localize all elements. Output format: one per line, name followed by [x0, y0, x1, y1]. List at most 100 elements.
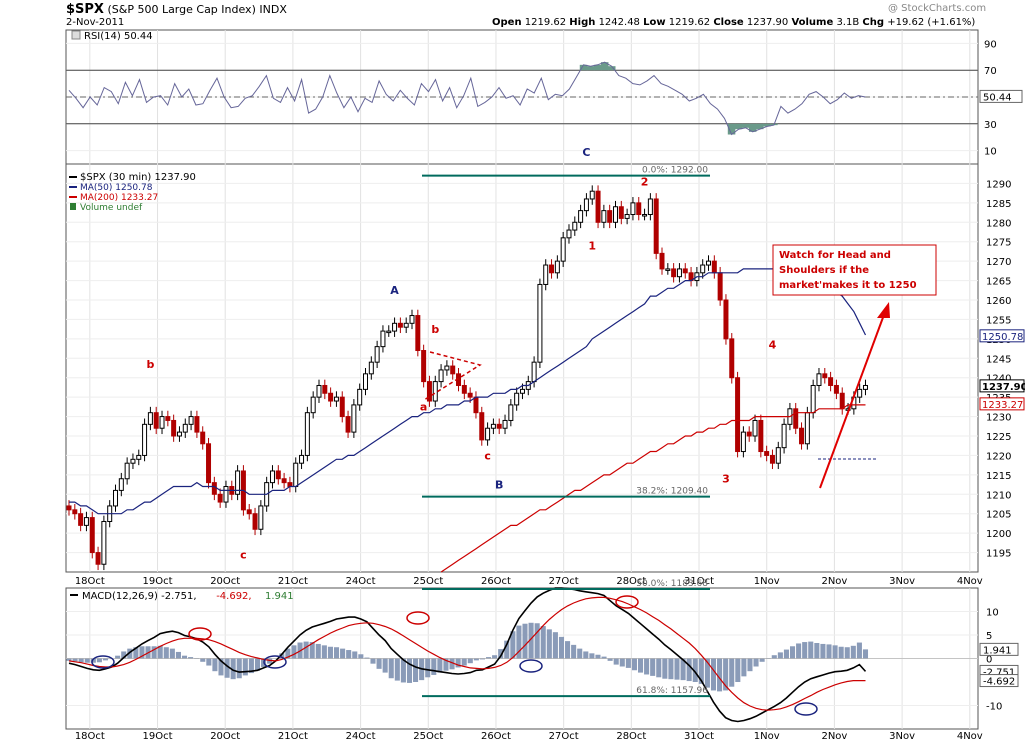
candle-body: [758, 419, 764, 453]
candle-body: [171, 419, 177, 437]
candle-body: [438, 369, 444, 383]
price-panel: [65, 163, 979, 573]
x-tick-label: 21Oct: [278, 576, 308, 587]
open-label: Open: [492, 17, 522, 28]
x-tick-label: 28Oct: [616, 576, 646, 587]
candle-body: [485, 427, 491, 441]
candle-body: [630, 202, 636, 216]
candle-body: [595, 190, 601, 223]
x-tick-label: 4Nov: [957, 576, 983, 587]
candle-body: [473, 396, 479, 414]
candle-body: [519, 388, 525, 394]
macd-value-box: [979, 674, 1019, 688]
candle-body: [368, 361, 374, 375]
symbol-title: $SPX (S&P 500 Large Cap Index) INDX: [66, 2, 287, 17]
wave-label: a: [420, 401, 427, 414]
candle-body: [706, 260, 712, 266]
candle-body: [816, 373, 822, 386]
candle-body: [839, 392, 845, 410]
candle-body: [322, 384, 328, 394]
candle-body: [752, 419, 758, 437]
candle-body: [514, 392, 520, 406]
price-tag-box: [979, 329, 1025, 343]
wave-label: A: [390, 284, 399, 297]
rsi-y-tick-label: 70: [984, 66, 997, 77]
price-y-tick-label: 1220: [986, 451, 1011, 462]
candle-body: [717, 272, 723, 301]
x-tick-label: 31Oct: [684, 576, 714, 587]
note-text: Shoulders if the: [779, 265, 869, 276]
price-y-tick-label: 1215: [986, 471, 1011, 482]
price-y-tick-label: 1265: [986, 277, 1011, 288]
macd-value-box: [979, 642, 1019, 656]
fib-level-label: 38.2%: 1209.40: [636, 487, 708, 497]
candle-body: [647, 198, 653, 216]
candle-body: [537, 283, 543, 363]
price-y-tick-label: 1240: [986, 374, 1011, 385]
price-y-tick-label: 1245: [986, 354, 1011, 365]
candle-body: [351, 404, 357, 433]
candle-body: [578, 210, 584, 223]
crossover-circle: [188, 627, 212, 641]
price-legend-entry: MA(50) 1250.78: [80, 183, 153, 193]
x-tick-label: 18Oct: [75, 731, 105, 742]
x-tick-label: 18Oct: [75, 576, 105, 587]
candle-body: [862, 384, 868, 390]
crossover-circle: [91, 655, 115, 669]
candle-body: [781, 423, 787, 449]
quote-bar: Open 1219.62 High 1242.48 Low 1219.62 Cl…: [492, 17, 975, 28]
candle-body: [211, 482, 217, 495]
price-tag-box: [979, 379, 1025, 393]
candle-body: [636, 202, 642, 216]
candle-body: [223, 486, 229, 503]
candle-body: [89, 517, 95, 554]
candle-body: [589, 190, 595, 200]
candle-body: [735, 377, 741, 453]
ma200-line: [440, 404, 866, 573]
price-y-tick-label: 1260: [986, 296, 1011, 307]
candle-body: [281, 478, 287, 484]
candle-body: [409, 315, 415, 324]
candle-body: [252, 513, 258, 530]
volume-value: 3.1B: [836, 17, 860, 28]
candle-body: [83, 517, 89, 526]
candle-body: [275, 470, 281, 480]
x-tick-label: 4Nov: [957, 731, 983, 742]
candle-body: [217, 493, 223, 503]
macd-y-tick-label: 5: [986, 631, 992, 642]
candle-body: [764, 451, 770, 456]
candle-body: [444, 365, 450, 371]
x-tick-label: 24Oct: [346, 731, 376, 742]
candle-body: [601, 210, 607, 223]
candle-body: [566, 229, 572, 239]
x-tick-label: 20Oct: [210, 731, 240, 742]
x-tick-label: 24Oct: [346, 576, 376, 587]
x-tick-label: 27Oct: [549, 576, 579, 587]
candle-body: [392, 322, 398, 332]
price-y-tick-label: 1275: [986, 238, 1011, 249]
candle-body: [432, 381, 438, 402]
x-tick-label: 19Oct: [143, 576, 173, 587]
x-tick-label: 2Nov: [821, 576, 847, 587]
candle-body: [479, 412, 485, 441]
crossover-circle: [263, 655, 287, 669]
candle-body: [828, 377, 834, 386]
candle-body: [293, 462, 299, 488]
close-label: Close: [713, 17, 744, 28]
wave-label: 2: [641, 175, 649, 188]
candle-body: [572, 221, 578, 231]
rsi-legend: RSI(14) 50.44: [84, 31, 153, 42]
price-y-tick-label: 1280: [986, 218, 1011, 229]
candle-body: [804, 412, 810, 445]
arrow-line: [819, 311, 886, 489]
note-text: market'makes it to 1250: [779, 280, 917, 291]
rsi-y-tick-label: 30: [984, 120, 997, 131]
symbol: $SPX: [66, 2, 104, 17]
wave-label: b: [146, 358, 154, 371]
candle-body: [182, 423, 188, 433]
candle-body: [333, 396, 339, 402]
macd-y-tick-label: 10: [986, 608, 999, 619]
price-tag-box: [979, 397, 1025, 411]
x-tick-label: 1Nov: [754, 731, 780, 742]
candle-body: [101, 520, 107, 565]
